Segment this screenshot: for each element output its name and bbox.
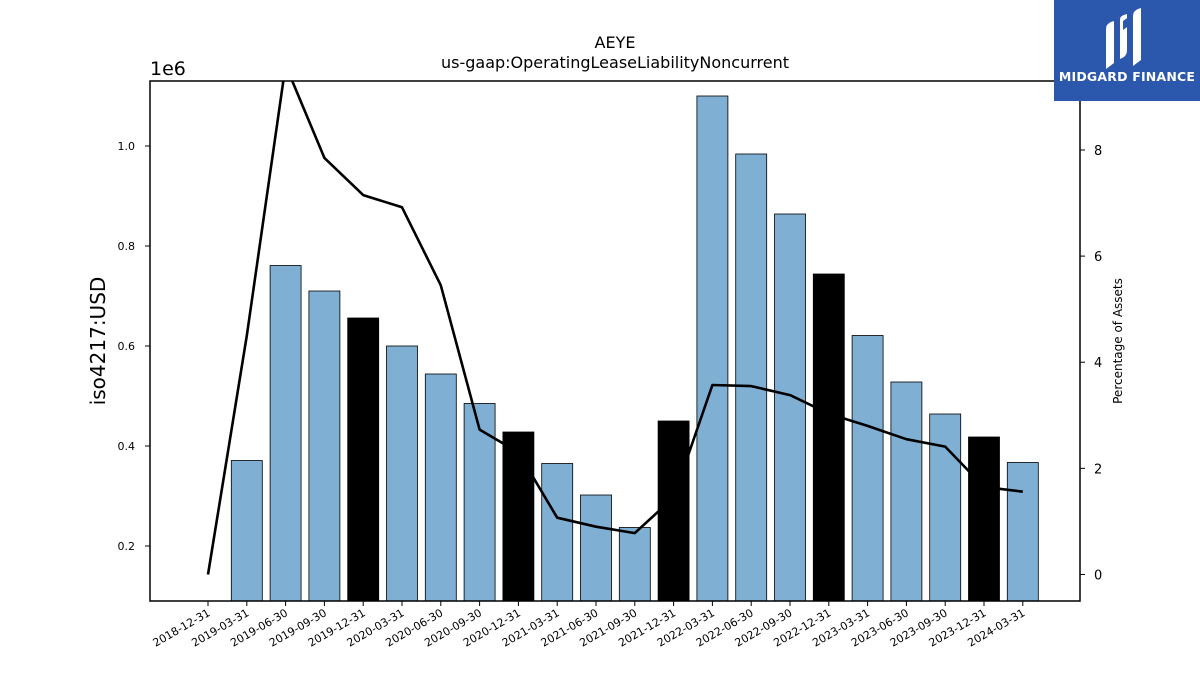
y2-axis-label: Percentage of Assets [1111,278,1125,404]
y-tick-label: 0.4 [118,440,136,453]
bar-2019-03-31 [230,460,263,602]
y-tick-label: 1.0 [118,140,136,153]
bar-2022-12-31 [812,273,845,602]
bar-2022-03-31 [696,95,729,602]
y2-tick-label: 0 [1094,568,1102,583]
y2-tick-label: 2 [1094,462,1102,477]
y2-tick-label: 8 [1094,144,1102,159]
bar-2020-12-31 [502,431,535,602]
bar-2021-03-31 [541,463,574,602]
y2-tick-label: 4 [1094,356,1102,371]
y-axis-multiplier: 1e6 [150,58,186,80]
bar-2022-06-30 [735,153,768,602]
bar-2019-06-30 [269,265,302,602]
bar-2021-09-30 [618,527,651,602]
y-tick-label: 0.2 [118,540,136,553]
bar-2020-06-30 [424,373,457,602]
plot-frame [149,80,1081,602]
bar-2023-09-30 [929,413,962,602]
bar-2023-06-30 [890,381,923,602]
bar-2023-12-31 [968,436,1000,602]
y-axis-label: iso4217:USD [86,277,110,406]
bar-2020-09-30 [463,403,496,602]
bar-2024-03-31 [1006,462,1039,602]
bar-2022-09-30 [774,213,806,602]
bar-2019-12-31 [347,317,380,602]
y2-tick-label: 6 [1094,250,1102,265]
y-tick-label: 0.8 [118,240,136,253]
logo: MIDGARD FINANCE [1054,0,1200,101]
bar-2021-06-30 [580,494,612,602]
logo-mark-icon [1106,8,1141,69]
bar-2023-03-31 [851,335,884,602]
bar-2021-12-31 [657,420,690,602]
y-tick-label: 0.6 [118,340,136,353]
percentage-of-assets-line [206,81,1023,575]
bar-2019-09-30 [308,290,341,602]
chart-subtitle: us-gaap:OperatingLeaseLiabilityNoncurren… [441,53,789,72]
chart-title: AEYE [595,33,636,52]
bar-2020-03-31 [386,345,418,602]
logo-text: MIDGARD FINANCE [1058,69,1196,84]
